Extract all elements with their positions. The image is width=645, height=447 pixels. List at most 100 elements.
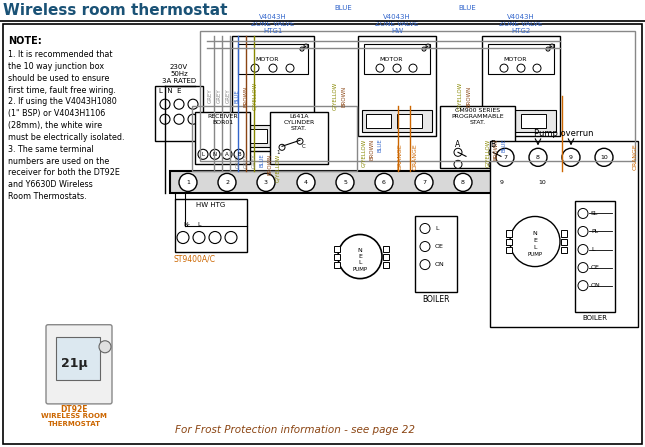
Circle shape [160,114,170,124]
Bar [155,86,203,141]
Text: and Y6630D Wireless: and Y6630D Wireless [8,180,93,189]
Bar [358,36,436,136]
Circle shape [222,149,232,159]
Bar [200,31,635,161]
Bar [575,202,615,312]
Circle shape [500,64,508,72]
Bar [334,261,340,268]
Text: L  N  E: L N E [159,88,181,94]
Text: V4043H
ZONE VALVE
HW: V4043H ZONE VALVE HW [375,14,419,34]
Bar [240,129,267,143]
Circle shape [99,341,111,353]
Circle shape [257,173,275,191]
Circle shape [269,64,277,72]
Circle shape [179,173,197,191]
Text: Room Thermostats.: Room Thermostats. [8,192,86,201]
Text: C: C [302,144,306,149]
Text: ORANGE: ORANGE [633,143,637,170]
Text: WIRELESS ROOM: WIRELESS ROOM [41,413,107,419]
Bar [195,112,250,164]
Circle shape [533,173,551,191]
Text: 1: 1 [276,150,280,155]
Circle shape [546,47,550,51]
Circle shape [188,99,198,109]
Circle shape [562,148,580,166]
Text: BOILER: BOILER [582,315,608,320]
Text: ORANGE: ORANGE [397,143,402,170]
Circle shape [510,216,560,266]
Circle shape [297,173,315,191]
Text: 3. The same terminal: 3. The same terminal [8,145,94,154]
Text: BROWN: BROWN [268,153,272,175]
Text: L: L [201,152,204,157]
Text: BLUE: BLUE [458,5,476,11]
Text: (1" BSP) or V4043H1106: (1" BSP) or V4043H1106 [8,109,105,118]
Text: 21µ: 21µ [61,357,87,370]
Text: 5: 5 [343,180,347,185]
Circle shape [297,138,303,144]
Bar [490,141,638,327]
Text: PL: PL [591,229,598,234]
Text: E: E [533,238,537,243]
Bar [415,216,457,291]
Circle shape [578,245,588,254]
Text: ST9400A/C: ST9400A/C [173,254,215,264]
Text: E: E [358,254,362,259]
Circle shape [225,232,237,244]
Circle shape [234,149,244,159]
Text: G/YELLOW: G/YELLOW [252,82,257,110]
Circle shape [420,224,430,233]
Text: L: L [533,245,537,250]
Circle shape [420,241,430,252]
Text: N: N [213,152,217,157]
Bar [383,245,389,252]
Circle shape [578,208,588,219]
Bar [170,171,560,194]
Circle shape [422,47,426,51]
Text: BOILER: BOILER [422,295,450,304]
Text: 10: 10 [538,180,546,185]
Text: the 10 way junction box: the 10 way junction box [8,62,104,71]
Text: GREY: GREY [235,153,241,168]
Text: ON: ON [435,262,445,267]
Text: L641A
CYLINDER
STAT.: L641A CYLINDER STAT. [283,114,315,131]
Bar [273,129,300,143]
Text: BLUE: BLUE [377,138,382,152]
Circle shape [209,232,221,244]
Circle shape [489,160,497,169]
Circle shape [218,173,236,191]
Circle shape [375,173,393,191]
Circle shape [174,114,184,124]
Text: 9: 9 [569,155,573,160]
Text: G/YELLOW: G/YELLOW [333,82,337,110]
Text: GREY: GREY [226,89,230,104]
Text: 7: 7 [503,155,507,160]
Circle shape [336,173,354,191]
Circle shape [177,232,189,244]
Bar [236,125,310,148]
Circle shape [409,64,417,72]
Text: DT92E: DT92E [60,405,88,414]
Circle shape [420,260,430,270]
Text: B: B [237,152,241,157]
Circle shape [578,262,588,273]
Bar [506,247,512,253]
Circle shape [300,47,304,51]
Circle shape [279,144,285,150]
Text: N: N [533,231,537,236]
Bar [486,110,556,132]
Bar [521,114,546,128]
Text: BROWN: BROWN [341,85,346,107]
Circle shape [198,149,208,159]
Text: RECEIVER
BOR01: RECEIVER BOR01 [207,114,238,125]
Bar [440,106,515,169]
Text: OE: OE [591,265,600,270]
Text: GREY: GREY [244,153,248,168]
Text: V4043H
ZONE VALVE
HTG2: V4043H ZONE VALVE HTG2 [499,14,542,34]
Circle shape [454,148,462,156]
Text: GREY: GREY [217,89,221,104]
Circle shape [160,99,170,109]
Text: PUMP: PUMP [352,267,368,272]
Text: BLUE: BLUE [235,89,239,103]
Text: 8: 8 [536,155,540,160]
